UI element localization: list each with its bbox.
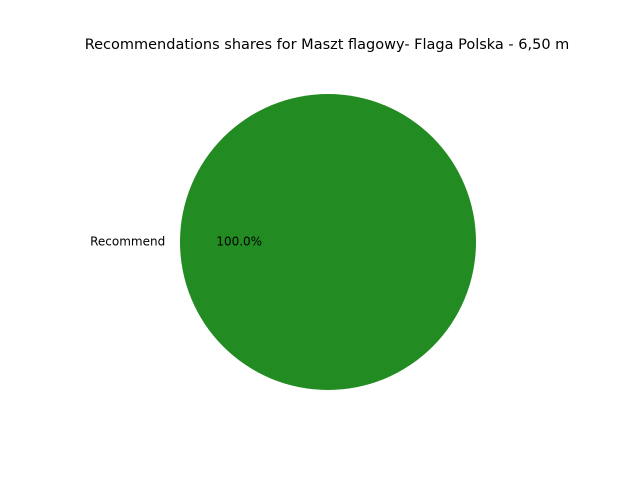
- pie-labels: Recommend 100.0%: [90, 235, 262, 249]
- pie-slice-pct-0: 100.0%: [216, 235, 262, 249]
- pie-slice-label-0: Recommend: [90, 235, 165, 249]
- pie-slices: [180, 94, 476, 390]
- pie-slice-0: [180, 94, 476, 390]
- chart-title: Recommendations shares for Maszt flagowy…: [85, 37, 570, 53]
